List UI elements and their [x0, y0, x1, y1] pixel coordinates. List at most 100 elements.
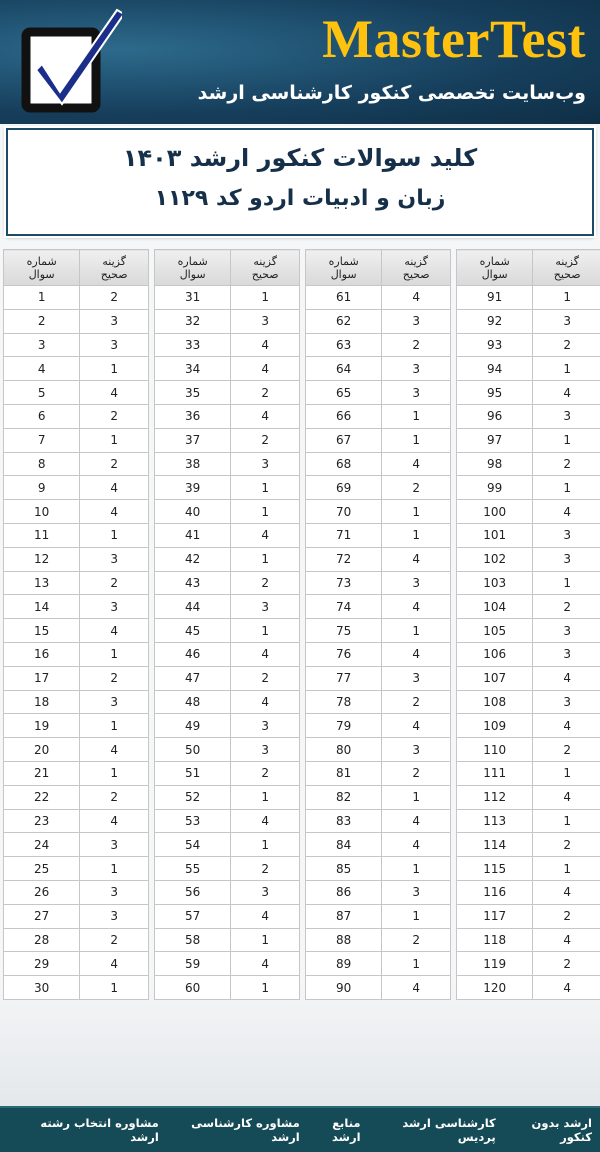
row: 110 2 — [455, 737, 600, 762]
answer: 2 — [381, 475, 451, 501]
header-text: گزینه صحیح — [100, 254, 128, 281]
row: 54 1 — [153, 832, 300, 858]
question-number: 62 — [304, 308, 383, 334]
answer: 3 — [79, 546, 149, 572]
answer: 1 — [79, 975, 149, 1000]
answer: 1 — [532, 475, 600, 501]
footer-link[interactable]: منابع ارشد — [332, 1116, 361, 1144]
question-number: 33 — [153, 332, 232, 358]
question-number: 11 — [2, 522, 81, 548]
row: 15 4 — [2, 618, 149, 643]
row: 36 4 — [153, 403, 300, 429]
answer: 3 — [79, 332, 149, 358]
answer: 4 — [532, 784, 600, 810]
answer: 3 — [79, 879, 149, 905]
question-number: 47 — [153, 665, 232, 691]
answer: 4 — [79, 737, 149, 762]
question-number: 32 — [153, 308, 232, 334]
question-number: 5 — [2, 380, 81, 405]
row: 19 1 — [2, 713, 149, 739]
answer: 2 — [79, 665, 149, 691]
question-number: 90 — [304, 975, 383, 1000]
footer-link[interactable]: مشاوره انتخاب رشته ارشد — [40, 1116, 159, 1144]
answer: 4 — [532, 713, 600, 739]
row: 96 3 — [455, 403, 600, 429]
question-number: 111 — [455, 760, 534, 786]
answer: 2 — [532, 737, 600, 762]
question-number: 116 — [455, 879, 534, 905]
row: 76 4 — [304, 641, 451, 667]
answer: 1 — [532, 856, 600, 881]
answer: 1 — [230, 618, 300, 643]
answer: 4 — [230, 689, 300, 715]
answer-table: شماره سوال گزینه صحیح 31 1 32 3 33 4 34 4 35 2 36 4 37… — [153, 249, 300, 1000]
question-number: 83 — [304, 808, 383, 834]
row: 63 2 — [304, 332, 451, 358]
question-number: 82 — [304, 784, 383, 810]
question-number: 17 — [2, 665, 81, 691]
question-number: 105 — [455, 618, 534, 643]
column-header: گزینه صحیح — [381, 249, 451, 286]
header-text: شماره سوال — [328, 254, 359, 281]
row: 101 3 — [455, 522, 600, 548]
answer: 1 — [79, 713, 149, 739]
question-number: 1 — [2, 285, 81, 310]
answer: 4 — [230, 951, 300, 977]
row: 71 1 — [304, 522, 451, 548]
answer: 3 — [230, 451, 300, 477]
question-number: 20 — [2, 737, 81, 762]
row: 28 2 — [2, 927, 149, 953]
question-number: 77 — [304, 665, 383, 691]
question-number: 76 — [304, 641, 383, 667]
answer: 4 — [532, 665, 600, 691]
row: 89 1 — [304, 951, 451, 977]
row: 31 1 — [153, 285, 300, 310]
question-number: 100 — [455, 499, 534, 524]
footer-link[interactable]: مشاوره کارشناسی ارشد — [191, 1116, 300, 1144]
row: 74 4 — [304, 594, 451, 620]
row: 34 4 — [153, 356, 300, 382]
row: 66 1 — [304, 403, 451, 429]
answer: 1 — [230, 285, 300, 310]
answer: 4 — [532, 927, 600, 953]
header-row: شماره سوال گزینه صحیح — [153, 249, 300, 286]
logo — [21, 8, 122, 113]
answer: 4 — [79, 951, 149, 977]
row: 111 1 — [455, 760, 600, 786]
answer: 1 — [532, 760, 600, 786]
answer: 1 — [532, 356, 600, 382]
question-number: 96 — [455, 403, 534, 429]
row: 116 4 — [455, 879, 600, 905]
row: 49 3 — [153, 713, 300, 739]
question-number: 73 — [304, 570, 383, 596]
question-number: 80 — [304, 737, 383, 762]
row: 115 1 — [455, 856, 600, 881]
question-number: 26 — [2, 879, 81, 905]
question-number: 10 — [2, 499, 81, 524]
row: 102 3 — [455, 546, 600, 572]
answer: 4 — [381, 713, 451, 739]
question-number: 59 — [153, 951, 232, 977]
row: 94 1 — [455, 356, 600, 382]
answer: 2 — [230, 665, 300, 691]
answer: 3 — [230, 737, 300, 762]
answer: 4 — [230, 403, 300, 429]
answer: 2 — [532, 903, 600, 929]
header-text: گزینه صحیح — [251, 254, 279, 281]
row: 62 3 — [304, 308, 451, 334]
answer: 2 — [230, 380, 300, 405]
answer: 2 — [532, 832, 600, 858]
row: 82 1 — [304, 784, 451, 810]
question-number: 34 — [153, 356, 232, 382]
footer-link[interactable]: ارشد بدون کنکور — [531, 1116, 592, 1144]
answer: 2 — [230, 570, 300, 596]
row: 72 4 — [304, 546, 451, 572]
row: 120 4 — [455, 975, 600, 1000]
question-number: 91 — [455, 285, 534, 310]
question-number: 36 — [153, 403, 232, 429]
answer: 3 — [381, 380, 451, 405]
footer-link[interactable]: کارشناسی ارشد پردیس — [402, 1116, 496, 1144]
question-number: 86 — [304, 879, 383, 905]
